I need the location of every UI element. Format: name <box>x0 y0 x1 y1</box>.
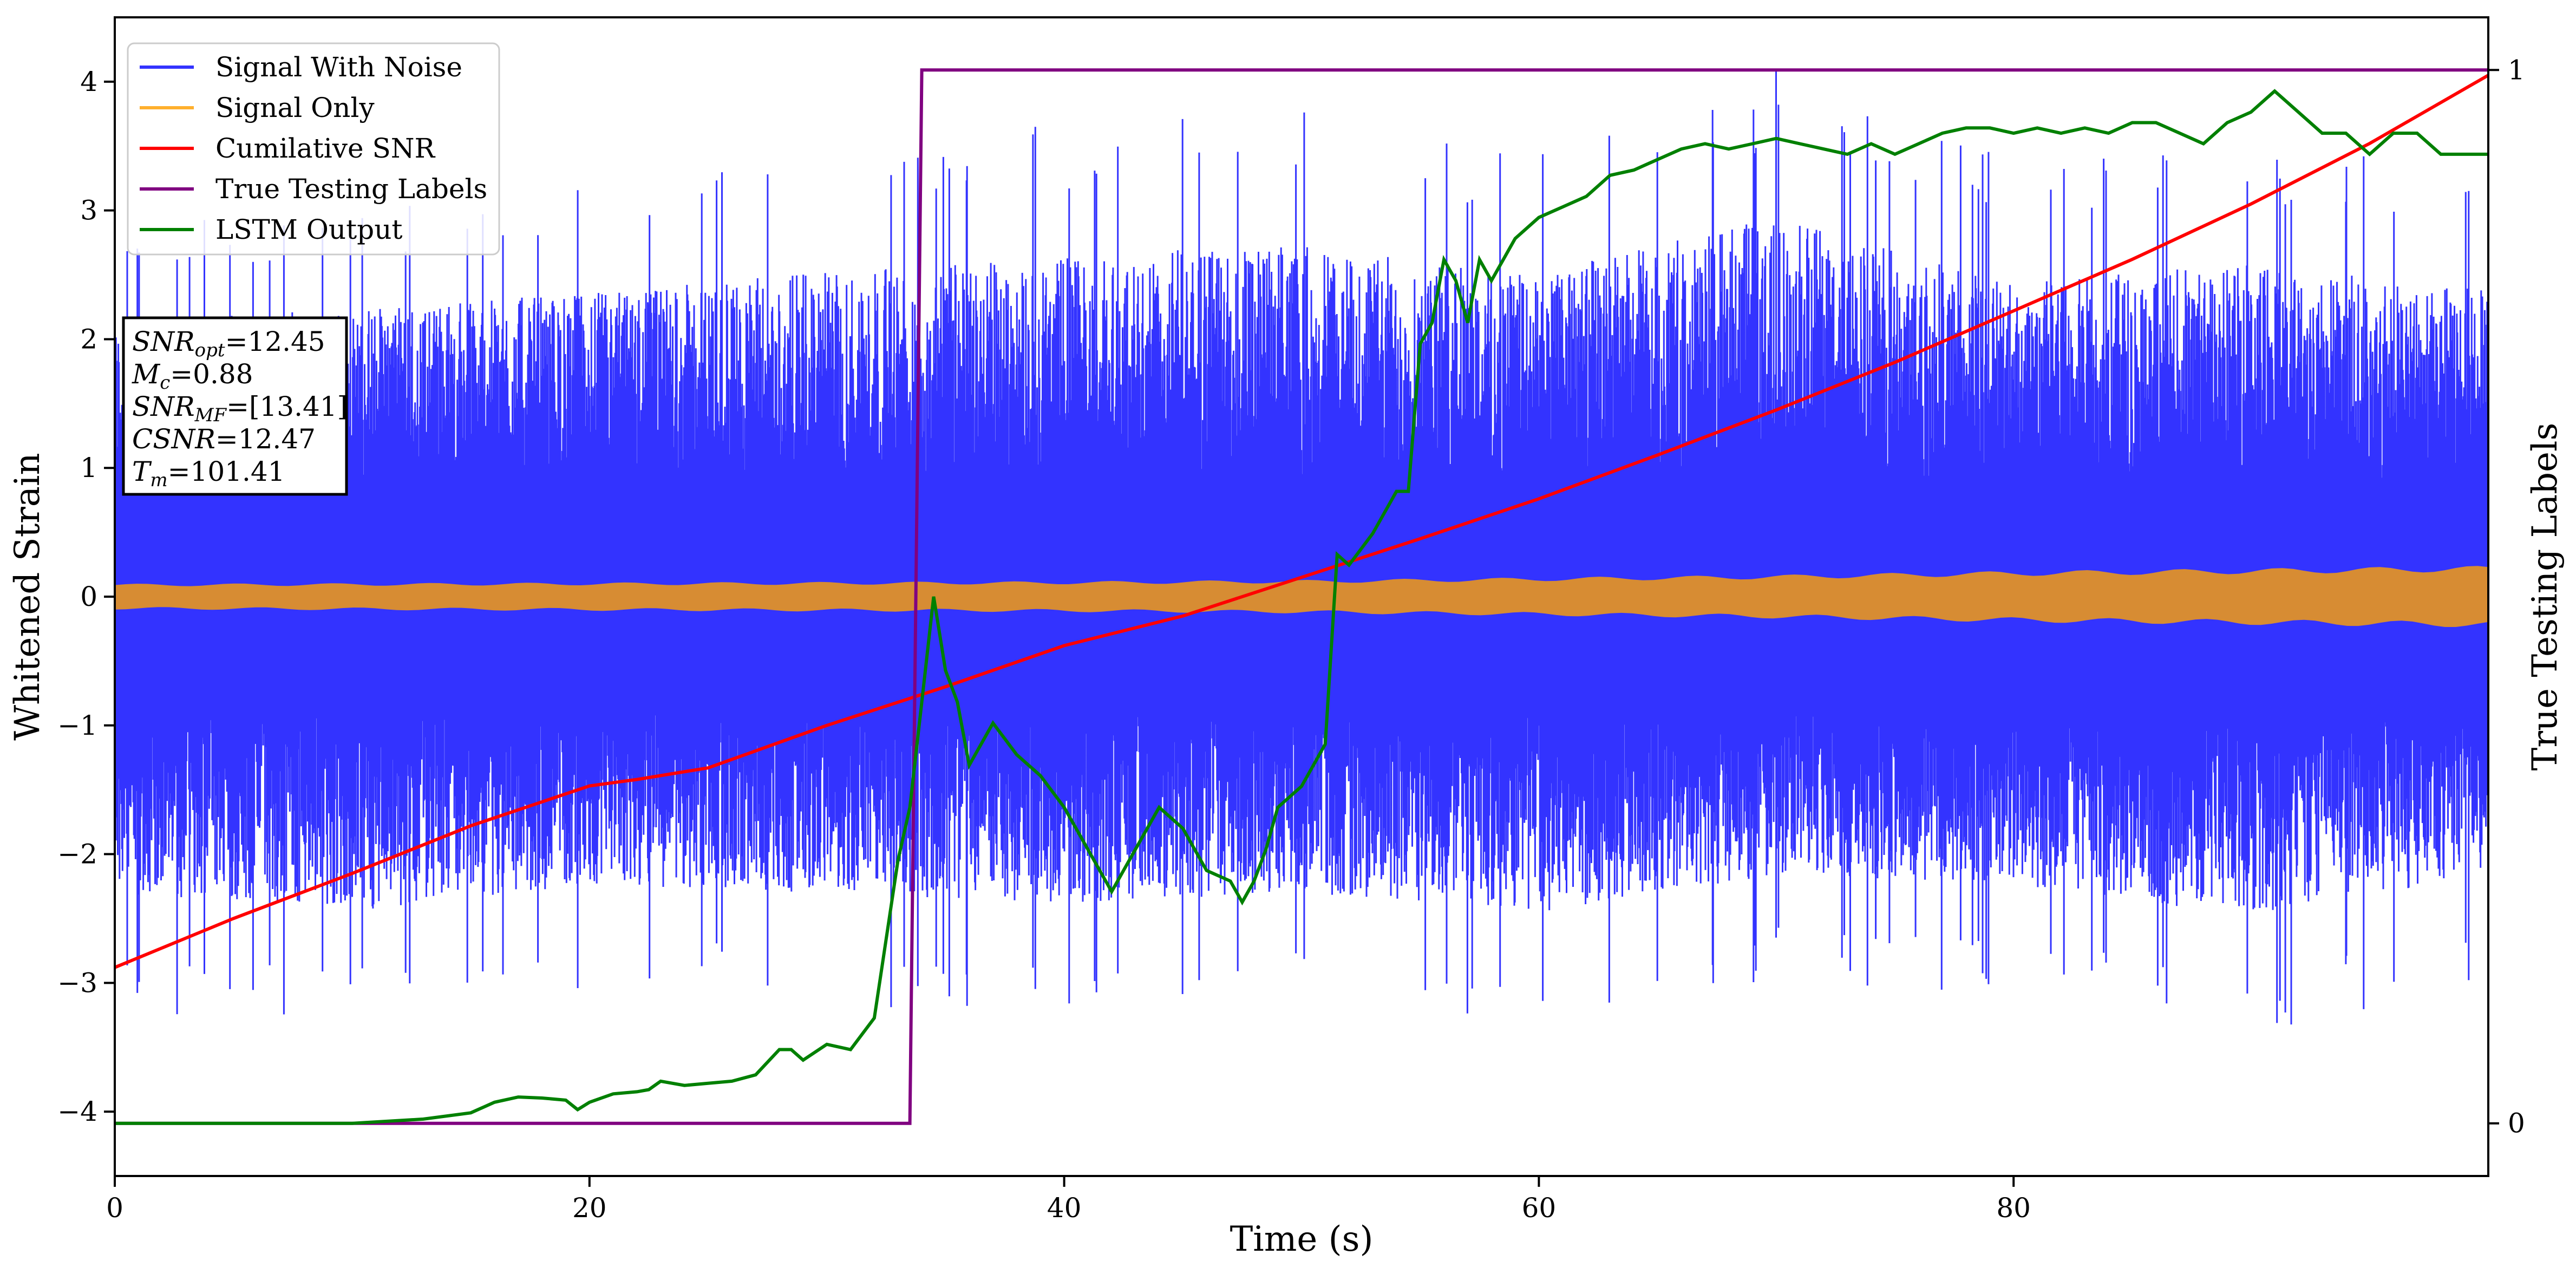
annotation-frame <box>122 316 348 496</box>
x-tick-label: 80 <box>1996 1192 2031 1224</box>
annotation-line: Tm=101.41 <box>132 456 285 491</box>
legend-box <box>127 42 500 256</box>
y-tick-label: 4 <box>80 66 97 97</box>
x-tick-label: 0 <box>106 1192 123 1224</box>
annotation-line: SNRMF=[13.41] <box>132 391 348 426</box>
annotation-line: SNRopt=12.45 <box>132 326 325 361</box>
y2-axis-ticks: 01 <box>2488 54 2525 1139</box>
legend-label: Cumilative SNR <box>215 133 435 164</box>
x-axis-ticks: 0 20 40 60 80 <box>106 1176 2031 1224</box>
x-tick-label: 60 <box>1522 1192 1557 1224</box>
legend: Signal With Noise Signal Only Cumilative S… <box>127 42 500 256</box>
cumulative-snr-line <box>115 74 2488 969</box>
lstm-output-line <box>115 89 2488 1125</box>
x-axis-title: Time (s) <box>1230 1219 1374 1259</box>
y-tick-label: −2 <box>57 839 97 870</box>
y2-tick-label: 1 <box>2508 54 2525 86</box>
plot-area <box>115 68 2488 1125</box>
y-axis-ticks: −4 −3 −2 −1 0 1 2 3 4 <box>57 66 115 1127</box>
y-tick-label: −1 <box>57 710 97 741</box>
x-tick-label: 20 <box>572 1192 607 1224</box>
y-tick-label: 1 <box>80 452 97 484</box>
y-tick-label: 2 <box>80 323 97 355</box>
y-tick-label: −3 <box>57 967 97 998</box>
annotation-line: CSNR=12.47 <box>132 423 316 455</box>
y-tick-label: 3 <box>80 195 97 226</box>
signal-only-band <box>115 566 2488 627</box>
y2-tick-label: 0 <box>2508 1108 2525 1139</box>
y2-axis-title: True Testing Labels <box>2525 423 2565 771</box>
true-testing-labels-line <box>115 68 2488 1125</box>
legend-label: LSTM Output <box>215 214 402 245</box>
x-tick-label: 40 <box>1047 1192 1082 1224</box>
parameter-annotation-box: SNRopt=12.45Mc=0.88SNRMF=[13.41]CSNR=12.… <box>122 316 348 496</box>
signal-only-series <box>115 566 2488 627</box>
y-tick-label: 0 <box>80 581 97 612</box>
annotation-line: Mc=0.88 <box>132 358 253 394</box>
y-tick-label: −4 <box>57 1096 97 1127</box>
y-axis-title: Whitened Strain <box>8 453 48 740</box>
legend-label: Signal Only <box>215 92 375 123</box>
legend-label: True Testing Labels <box>215 173 487 205</box>
legend-label: Signal With Noise <box>215 51 462 83</box>
